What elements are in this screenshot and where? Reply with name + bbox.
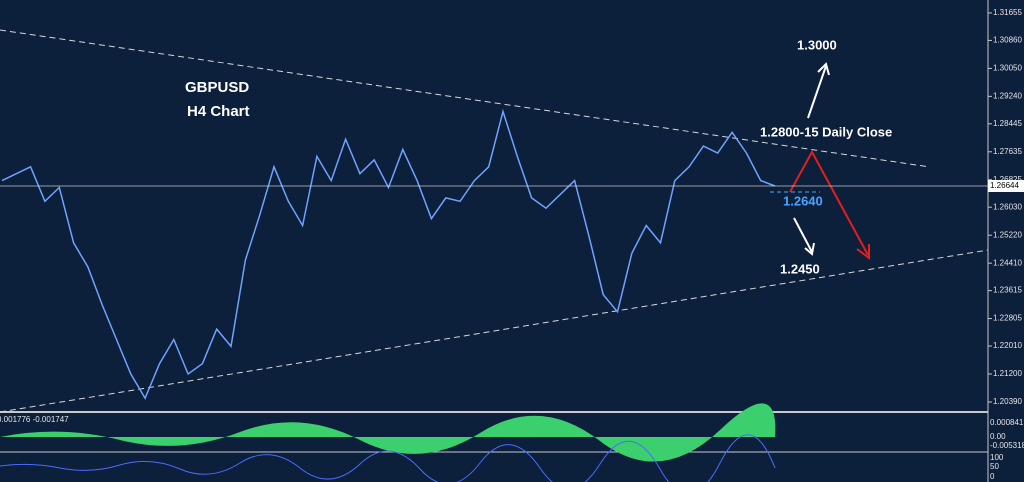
y-tick-label: 1.27635: [993, 147, 1022, 156]
last-price-label: 1.26644: [990, 181, 1019, 190]
y-tick-label: 1.26825: [993, 175, 1022, 184]
indicator-label: 0: [990, 472, 995, 481]
annotation: 1.3000: [797, 37, 837, 52]
y-tick-label: 1.30860: [993, 36, 1022, 45]
y-tick-label: 1.23615: [993, 286, 1022, 295]
y-tick-label: 1.22805: [993, 314, 1022, 323]
indicator-label: 0.001776 -0.001747: [0, 415, 69, 424]
y-tick-label: 1.31655: [993, 8, 1022, 17]
indicator-label: 0.000841: [990, 418, 1024, 427]
indicator-label: 100: [990, 453, 1004, 462]
arrows: [789, 62, 870, 260]
chart-subtitle: H4 Chart: [187, 103, 250, 120]
oscillator-histogram: [0, 403, 776, 462]
y-tick-label: 1.22010: [993, 341, 1022, 350]
oscillator-line: [0, 434, 776, 482]
y-tick-label: 1.20390: [993, 397, 1022, 406]
y-tick-label: 1.24410: [993, 258, 1022, 267]
annotation: 1.2640: [783, 193, 823, 208]
last-price-box: [988, 180, 1024, 193]
y-tick-label: 1.30050: [993, 63, 1022, 72]
indicator-label: -0.005318: [990, 441, 1024, 450]
y-tick-label: 1.21200: [993, 369, 1022, 378]
y-tick-label: 1.26030: [993, 202, 1022, 211]
y-tick-label: 1.28445: [993, 119, 1022, 128]
trendline: [0, 29, 931, 168]
indicator-label: 50: [990, 462, 999, 471]
chart-title: GBPUSD: [185, 79, 249, 96]
indicator-label: 0.00: [990, 432, 1006, 441]
trendline: [0, 249, 989, 413]
price-line: [1, 108, 776, 400]
annotation: 1.2450: [780, 261, 820, 276]
y-tick-label: 1.29240: [993, 91, 1022, 100]
annotation: 1.2800-15 Daily Close: [760, 124, 892, 139]
y-tick-label: 1.25220: [993, 230, 1022, 239]
